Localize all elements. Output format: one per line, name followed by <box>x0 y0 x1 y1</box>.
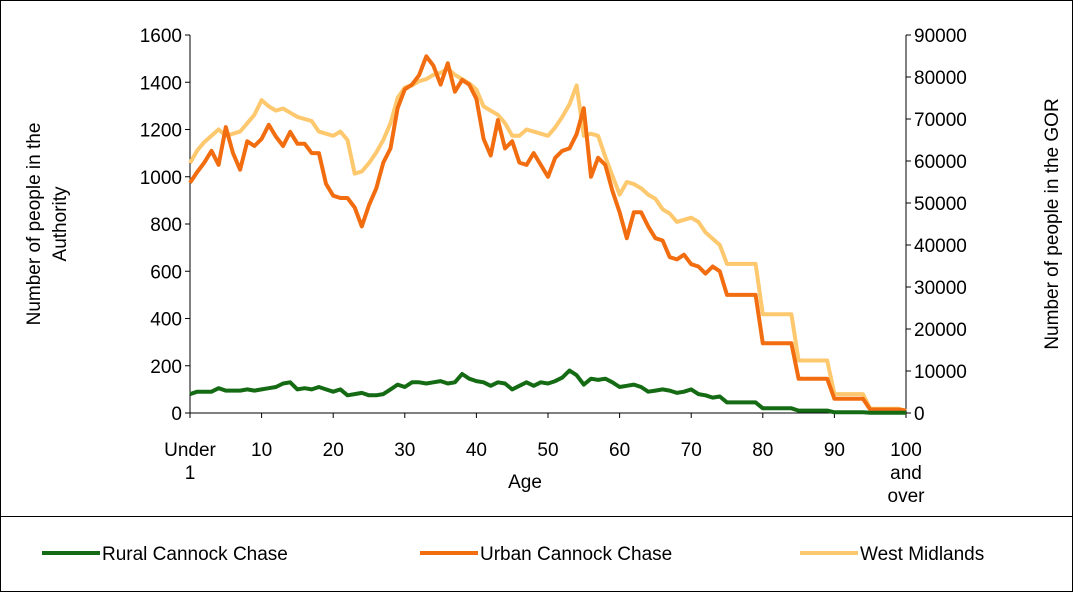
y2-tick-label: 70000 <box>914 110 967 131</box>
y2-tick-label: 80000 <box>914 68 967 89</box>
y-axis-label: Number of people in the Authority <box>24 123 71 326</box>
y-tick-label: 400 <box>150 310 182 331</box>
legend-label: Urban Cannock Chase <box>480 544 672 565</box>
y-tick-label: 200 <box>150 357 182 378</box>
x-tick-label: 70 <box>681 440 702 461</box>
series-line <box>188 54 907 413</box>
x-tick-label: 30 <box>394 440 415 461</box>
y2-tick-label: 30000 <box>914 278 967 299</box>
series-line <box>189 368 906 415</box>
x-tick-label: 100 and over <box>888 440 926 507</box>
x-tick-label: 50 <box>537 440 558 461</box>
x-tick-label: 20 <box>323 440 344 461</box>
y2-tick-label: 90000 <box>914 26 967 47</box>
x-tick-label: 90 <box>824 440 845 461</box>
y-tick-label: 600 <box>150 262 182 283</box>
x-tick-label: 10 <box>251 440 272 461</box>
legend-label: Rural Cannock Chase <box>102 544 288 565</box>
y-tick-label: 0 <box>171 404 182 425</box>
legend-label: West Midlands <box>860 544 984 565</box>
y2-tick-label: 20000 <box>914 320 967 341</box>
y2-axis-label: Number of people in the GOR <box>1042 98 1063 349</box>
y2-tick-label: 10000 <box>914 362 967 383</box>
y2-tick-label: 50000 <box>914 194 967 215</box>
y2-tick-label: 0 <box>914 404 925 425</box>
x-tick-label: 40 <box>466 440 487 461</box>
y-tick-label: 1000 <box>140 168 182 189</box>
y-tick-label: 1400 <box>140 73 182 94</box>
y-tick-label: 1200 <box>140 121 182 142</box>
x-axis-label: Age <box>508 472 542 493</box>
x-tick-label: 60 <box>609 440 630 461</box>
y-tick-label: 800 <box>150 215 182 236</box>
series-line <box>188 66 907 413</box>
y-tick-label: 1600 <box>140 26 182 47</box>
y2-tick-label: 40000 <box>914 236 967 257</box>
x-tick-label: Under 1 <box>164 440 216 484</box>
y2-tick-label: 60000 <box>914 152 967 173</box>
x-tick-label: 80 <box>752 440 773 461</box>
